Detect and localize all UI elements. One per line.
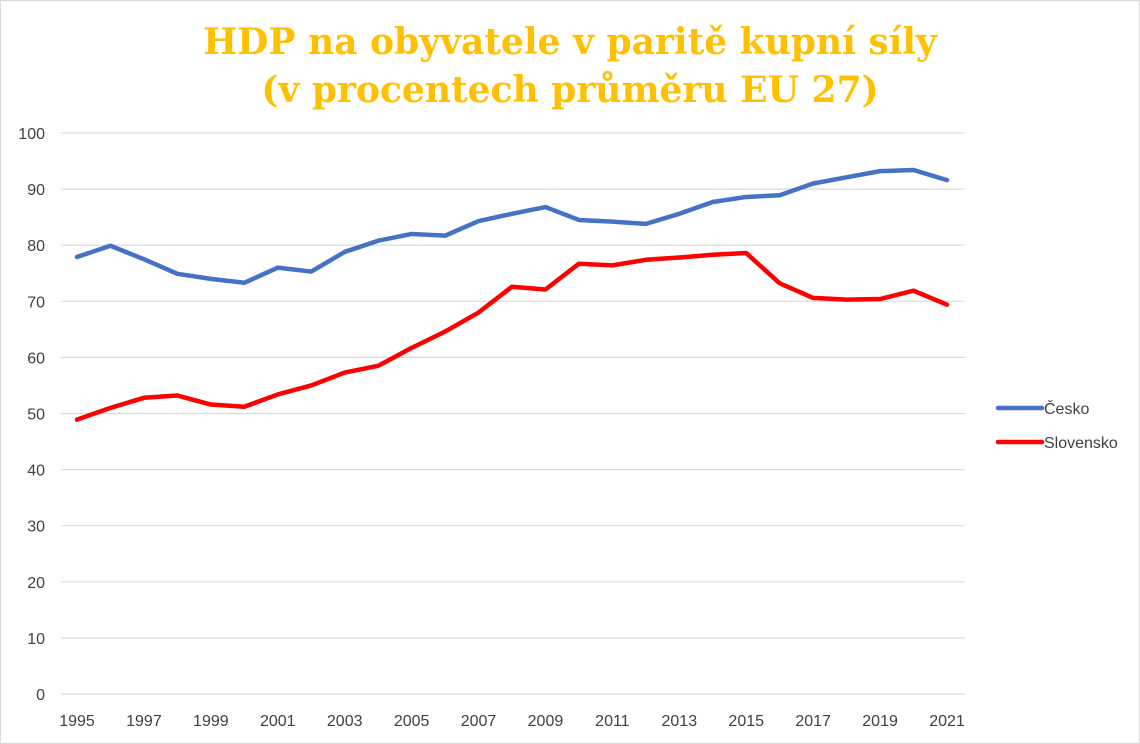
y-tick-label: 90 — [27, 182, 45, 199]
y-axis-tick-labels: 0 10 20 30 40 50 60 70 80 90 100 — [18, 126, 45, 704]
x-tick-label: 2013 — [662, 713, 698, 730]
legend: Česko Slovensko — [995, 399, 1118, 452]
gridlines — [61, 132, 965, 695]
chart-title-line-2: (v procentech průměru EU 27) — [261, 69, 878, 111]
x-tick-label: 2007 — [461, 713, 497, 730]
x-tick-label: 2003 — [327, 713, 363, 730]
x-axis-tick-labels: 1995 1997 1999 2001 2003 2005 2007 2009 2011 2013… — [59, 713, 965, 730]
y-tick-label: 40 — [27, 463, 45, 480]
y-tick-label: 100 — [18, 126, 45, 143]
x-tick-label: 2015 — [728, 713, 764, 730]
x-tick-label: 2017 — [795, 713, 831, 730]
legend-label-1: Slovensko — [1044, 435, 1118, 452]
y-tick-label: 70 — [27, 294, 45, 311]
x-tick-label: 2011 — [595, 713, 630, 730]
x-tick-label: 2019 — [862, 713, 898, 730]
x-tick-label: 2009 — [528, 713, 564, 730]
x-tick-label: 1997 — [126, 713, 162, 730]
chart-title-line-1: HDP na obyvatele v paritě kupní síly — [203, 21, 938, 63]
y-tick-label: 60 — [27, 350, 45, 367]
x-tick-label: 2021 — [929, 713, 965, 730]
y-tick-label: 30 — [27, 519, 45, 536]
x-tick-label: 2005 — [394, 713, 430, 730]
legend-label-0: Česko — [1044, 399, 1089, 418]
y-tick-label: 50 — [27, 407, 45, 424]
y-tick-label: 0 — [36, 687, 45, 704]
series-line-0 — [74, 167, 950, 286]
y-tick-label: 10 — [27, 631, 45, 648]
x-tick-label: 1999 — [193, 713, 229, 730]
series-lines — [74, 167, 950, 422]
y-tick-label: 80 — [27, 238, 45, 255]
y-tick-label: 20 — [27, 575, 45, 592]
series-line-1 — [74, 250, 950, 422]
x-tick-label: 1995 — [59, 713, 95, 730]
x-tick-label: 2001 — [260, 713, 296, 730]
